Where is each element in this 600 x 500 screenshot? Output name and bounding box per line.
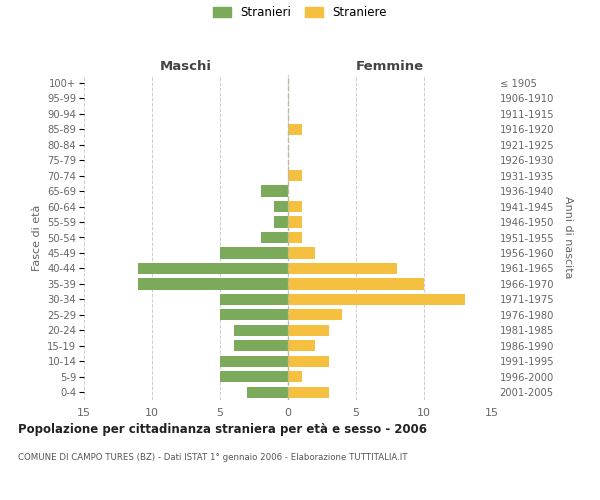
Bar [220,310,288,320]
Bar [288,263,397,274]
Bar [274,216,288,228]
Bar [288,216,302,228]
Bar [220,248,288,258]
Bar [288,325,329,336]
Bar [220,371,288,382]
Y-axis label: Fasce di età: Fasce di età [32,204,41,270]
Bar [139,278,288,289]
Legend: Stranieri, Straniere: Stranieri, Straniere [213,6,387,19]
Y-axis label: Anni di nascita: Anni di nascita [563,196,572,279]
Bar [288,278,424,289]
Bar [288,294,465,305]
Bar [220,356,288,367]
Bar [288,310,343,320]
Bar [274,201,288,212]
Bar [288,248,315,258]
Bar [261,186,288,196]
Bar [288,340,315,351]
Text: COMUNE DI CAMPO TURES (BZ) - Dati ISTAT 1° gennaio 2006 - Elaborazione TUTTITALI: COMUNE DI CAMPO TURES (BZ) - Dati ISTAT … [18,452,407,462]
Bar [247,386,288,398]
Bar [288,201,302,212]
Bar [288,124,302,134]
Bar [220,294,288,305]
Bar [288,170,302,181]
Bar [288,371,302,382]
Bar [233,325,288,336]
Bar [261,232,288,243]
Text: Femmine: Femmine [356,60,424,72]
Bar [233,340,288,351]
Bar [139,263,288,274]
Bar [288,356,329,367]
Bar [288,386,329,398]
Bar [288,232,302,243]
Text: Maschi: Maschi [160,60,212,72]
Text: Popolazione per cittadinanza straniera per età e sesso - 2006: Popolazione per cittadinanza straniera p… [18,422,427,436]
